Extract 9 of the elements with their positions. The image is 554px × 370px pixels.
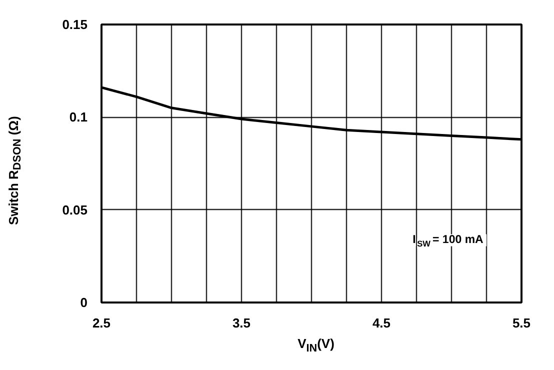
x-tick-label: 4.5 xyxy=(372,316,391,330)
x-tick-label: 2.5 xyxy=(92,316,111,330)
x-tick-label: 5.5 xyxy=(512,316,531,330)
y-tick-label: 0 xyxy=(80,295,88,310)
y-tick-label: 0.1 xyxy=(69,110,88,125)
x-axis-title: V$_{IN}$(V) xyxy=(296,335,336,357)
y-tick-label: 0.15 xyxy=(62,17,88,32)
x-tick-label: 3.5 xyxy=(232,316,251,330)
y-tick-label: 0.05 xyxy=(62,202,88,218)
